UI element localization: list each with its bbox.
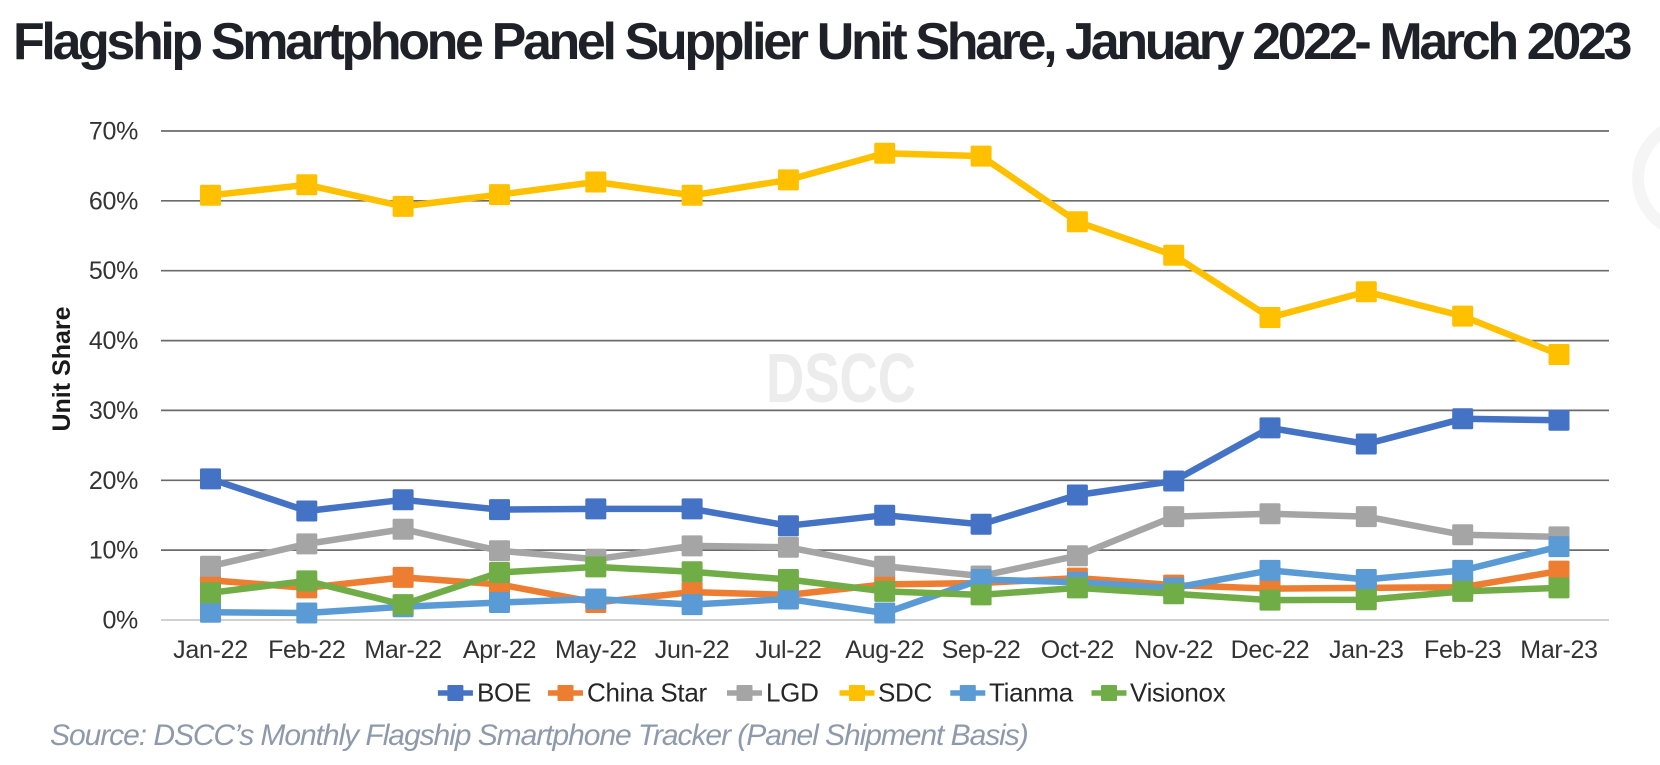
svg-text:50%: 50% <box>89 257 138 285</box>
svg-text:Jan-22: Jan-22 <box>173 636 248 664</box>
svg-text:10%: 10% <box>89 537 138 565</box>
svg-text:Jul-22: Jul-22 <box>755 636 821 664</box>
svg-text:China Star: China Star <box>587 678 707 708</box>
svg-text:Feb-23: Feb-23 <box>1424 636 1501 664</box>
svg-text:Apr-22: Apr-22 <box>463 636 536 664</box>
svg-text:Unit Share: Unit Share <box>48 306 76 431</box>
svg-text:70%: 70% <box>89 118 138 146</box>
svg-text:BOE: BOE <box>477 678 531 708</box>
svg-text:DSCC: DSCC <box>766 339 916 417</box>
svg-text:May-22: May-22 <box>555 636 637 664</box>
svg-text:0%: 0% <box>102 607 138 635</box>
svg-text:Aug-22: Aug-22 <box>845 636 924 664</box>
svg-text:Jan-23: Jan-23 <box>1329 636 1404 664</box>
svg-text:Jun-22: Jun-22 <box>655 636 730 664</box>
svg-text:Nov-22: Nov-22 <box>1134 636 1213 664</box>
svg-text:Feb-22: Feb-22 <box>268 636 345 664</box>
svg-text:Mar-23: Mar-23 <box>1520 636 1597 664</box>
svg-text:Oct-22: Oct-22 <box>1041 636 1114 664</box>
svg-text:60%: 60% <box>89 187 138 215</box>
svg-text:40%: 40% <box>89 327 138 355</box>
svg-text:Tianma: Tianma <box>989 678 1074 708</box>
svg-text:Dec-22: Dec-22 <box>1231 636 1310 664</box>
svg-text:30%: 30% <box>89 397 138 425</box>
svg-text:Mar-22: Mar-22 <box>364 636 441 664</box>
svg-text:LGD: LGD <box>766 678 819 708</box>
svg-text:Sep-22: Sep-22 <box>942 636 1021 664</box>
svg-text:SDC: SDC <box>878 678 932 708</box>
svg-text:20%: 20% <box>89 467 138 495</box>
svg-text:Visionox: Visionox <box>1130 678 1226 708</box>
